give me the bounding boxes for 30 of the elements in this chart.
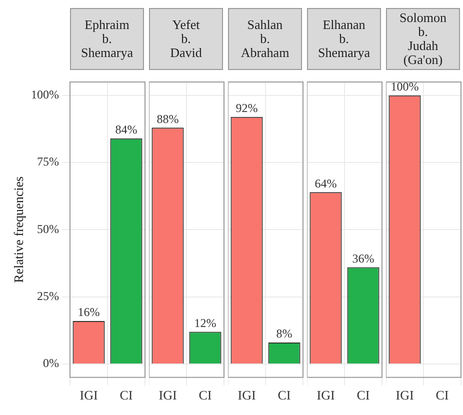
chart-title: Elhanan b. Shemarya bbox=[318, 17, 370, 60]
chart-title: Yefet b. David bbox=[170, 17, 202, 60]
x-tick-label: IGI bbox=[158, 388, 177, 403]
x-tick-label: CI bbox=[278, 388, 291, 403]
x-tick-label: CI bbox=[436, 388, 449, 403]
x-tick-label: CI bbox=[198, 388, 212, 403]
data-label: 36% bbox=[352, 251, 374, 266]
x-tick-label: CI bbox=[356, 388, 370, 403]
chart-title: Sahlan b. Abraham bbox=[240, 17, 290, 60]
data-label: 88% bbox=[156, 112, 179, 126]
chart-title: Solomon b. Judah (Ga'on) bbox=[400, 10, 446, 67]
x-tick-label: IGI bbox=[238, 388, 256, 403]
x-tick-label: IGI bbox=[396, 388, 414, 403]
x-tick-label: IGI bbox=[316, 388, 335, 403]
data-label: 12% bbox=[194, 316, 216, 330]
data-label: 8% bbox=[276, 326, 292, 341]
y-tick-label: 25% bbox=[37, 288, 59, 303]
y-tick-label: 75% bbox=[37, 154, 59, 169]
data-label: 16% bbox=[78, 305, 100, 320]
data-label: 84% bbox=[115, 122, 138, 137]
y-tick-label: 0% bbox=[43, 356, 59, 370]
y-tick-label: 100% bbox=[31, 88, 59, 102]
y-axis-title: Relative frequencies bbox=[11, 176, 26, 283]
x-tick-label: CI bbox=[120, 388, 133, 403]
x-tick-label: IGI bbox=[80, 388, 98, 403]
chart-title: Ephraim b. Shemarya bbox=[81, 17, 133, 60]
y-tick-label: 50% bbox=[37, 222, 59, 236]
data-label: 92% bbox=[236, 101, 258, 116]
data-label: 64% bbox=[314, 176, 337, 190]
data-label: 100% bbox=[390, 80, 419, 94]
